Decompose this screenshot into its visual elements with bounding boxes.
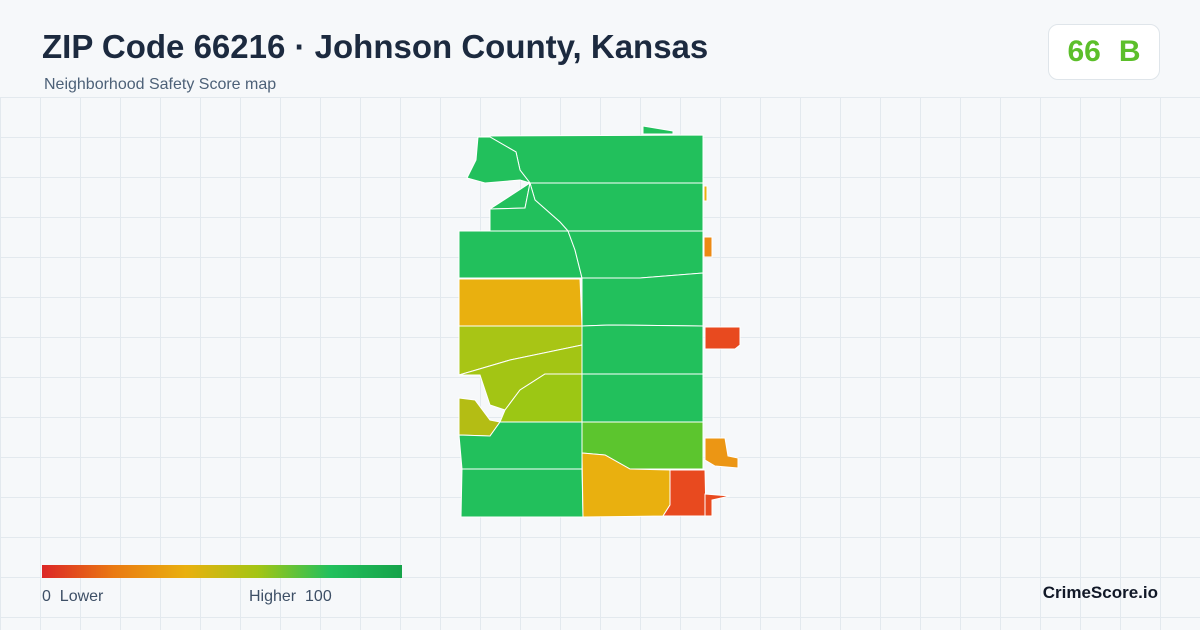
tract (458, 278, 583, 327)
score-badge: 66 B (1048, 24, 1160, 80)
subtitle: Neighborhood Safety Score map (44, 76, 277, 93)
tract (704, 326, 741, 350)
legend-max: Higher 100 (249, 588, 332, 606)
legend-min: 0 Lower (42, 588, 103, 606)
tract (581, 324, 704, 375)
tract (460, 468, 584, 518)
tract (581, 272, 704, 327)
score-grade: B (1118, 35, 1141, 68)
tract (703, 236, 713, 258)
legend-max-value: 100 (305, 588, 332, 605)
tract (458, 230, 583, 279)
legend-gradient (42, 565, 402, 578)
title: ZIP Code 66216 · Johnson County, Kansas (42, 28, 709, 65)
score-value: 66 (1067, 35, 1101, 68)
tract (642, 125, 674, 135)
tract (704, 437, 739, 469)
tract (662, 469, 707, 517)
brand: CrimeScore.io (1042, 583, 1158, 602)
tract (703, 185, 708, 202)
tract (704, 493, 731, 517)
tract (567, 230, 704, 279)
tract (581, 373, 704, 423)
legend-min-value: 0 (42, 588, 51, 605)
tract (466, 136, 532, 184)
legend-min-label: Lower (59, 588, 104, 605)
legend-max-label: Higher (249, 588, 297, 605)
